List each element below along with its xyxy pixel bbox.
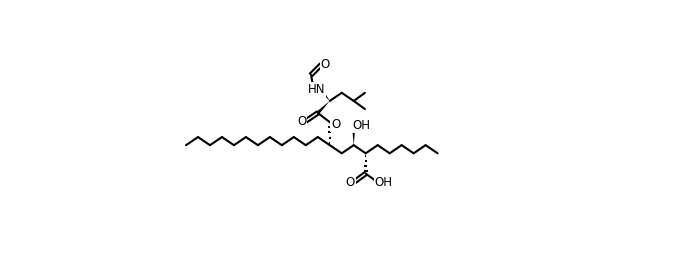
Text: O: O	[321, 57, 330, 71]
Text: O: O	[331, 118, 341, 131]
Text: O: O	[346, 176, 355, 189]
Polygon shape	[316, 101, 330, 114]
Polygon shape	[352, 126, 356, 145]
Text: HN: HN	[307, 83, 325, 96]
Polygon shape	[320, 89, 330, 101]
Text: OH: OH	[375, 176, 393, 189]
Text: OH: OH	[352, 119, 370, 132]
Text: O: O	[297, 115, 306, 128]
